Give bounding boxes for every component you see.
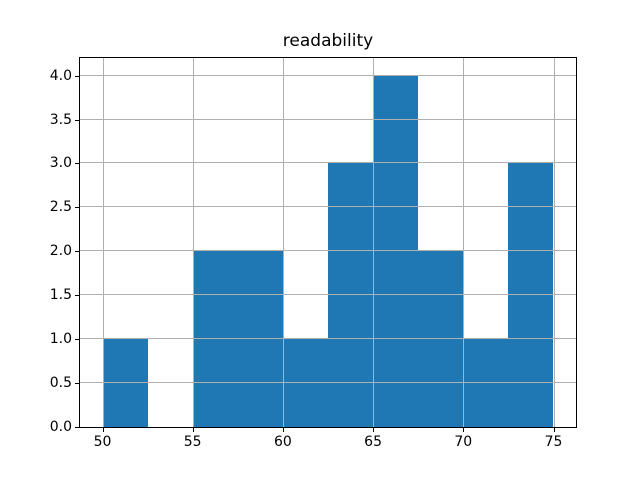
y-tick-mark	[75, 427, 79, 428]
horizontal-gridline	[80, 338, 576, 340]
y-tick-label: 0.0	[49, 419, 72, 435]
x-tick-mark	[192, 428, 194, 432]
y-tick-mark	[75, 75, 79, 77]
horizontal-gridline	[80, 250, 576, 252]
axes-border	[79, 57, 577, 428]
horizontal-gridline	[80, 294, 576, 296]
y-tick-label: 1.5	[49, 287, 72, 304]
y-tick-mark	[75, 339, 79, 341]
vertical-gridline	[102, 58, 104, 427]
x-tick-label: 65	[364, 434, 383, 450]
histogram-bar	[192, 251, 238, 427]
vertical-gridline	[553, 58, 555, 427]
x-tick-label: 70	[454, 434, 473, 450]
histogram-bar	[418, 251, 464, 427]
x-tick-label: 75	[544, 434, 563, 450]
vertical-gridline	[192, 58, 194, 427]
y-tick-mark	[75, 251, 79, 253]
y-tick-label: 2.0	[49, 243, 72, 260]
y-tick-mark	[75, 295, 79, 297]
plot-area	[80, 58, 576, 427]
histogram-bar	[237, 251, 283, 427]
y-tick-mark	[75, 163, 79, 165]
y-tick-label: 4.0	[49, 67, 72, 84]
y-tick-mark	[75, 383, 79, 385]
x-tick-label: 55	[183, 434, 202, 450]
y-tick-label: 1.0	[49, 331, 72, 348]
x-tick-mark	[373, 428, 375, 432]
y-tick-label: 2.5	[49, 199, 72, 216]
horizontal-gridline	[80, 74, 576, 76]
x-tick-mark	[102, 428, 104, 432]
y-tick-label: 0.5	[49, 375, 72, 392]
x-tick-label: 60	[273, 434, 292, 450]
y-tick-label: 3.5	[49, 111, 72, 128]
y-tick-mark	[75, 207, 79, 209]
horizontal-gridline	[80, 118, 576, 120]
chart-title: readability	[282, 31, 374, 51]
x-tick-label: 50	[93, 434, 112, 450]
x-tick-mark	[282, 428, 284, 432]
horizontal-gridline	[80, 206, 576, 208]
horizontal-gridline	[80, 382, 576, 384]
vertical-gridline	[463, 58, 465, 427]
vertical-gridline	[282, 58, 284, 427]
x-tick-mark	[553, 428, 555, 432]
y-tick-label: 3.0	[49, 155, 72, 172]
y-tick-mark	[75, 119, 79, 121]
x-tick-mark	[463, 428, 465, 432]
vertical-gridline	[373, 58, 375, 427]
horizontal-gridline	[80, 162, 576, 164]
